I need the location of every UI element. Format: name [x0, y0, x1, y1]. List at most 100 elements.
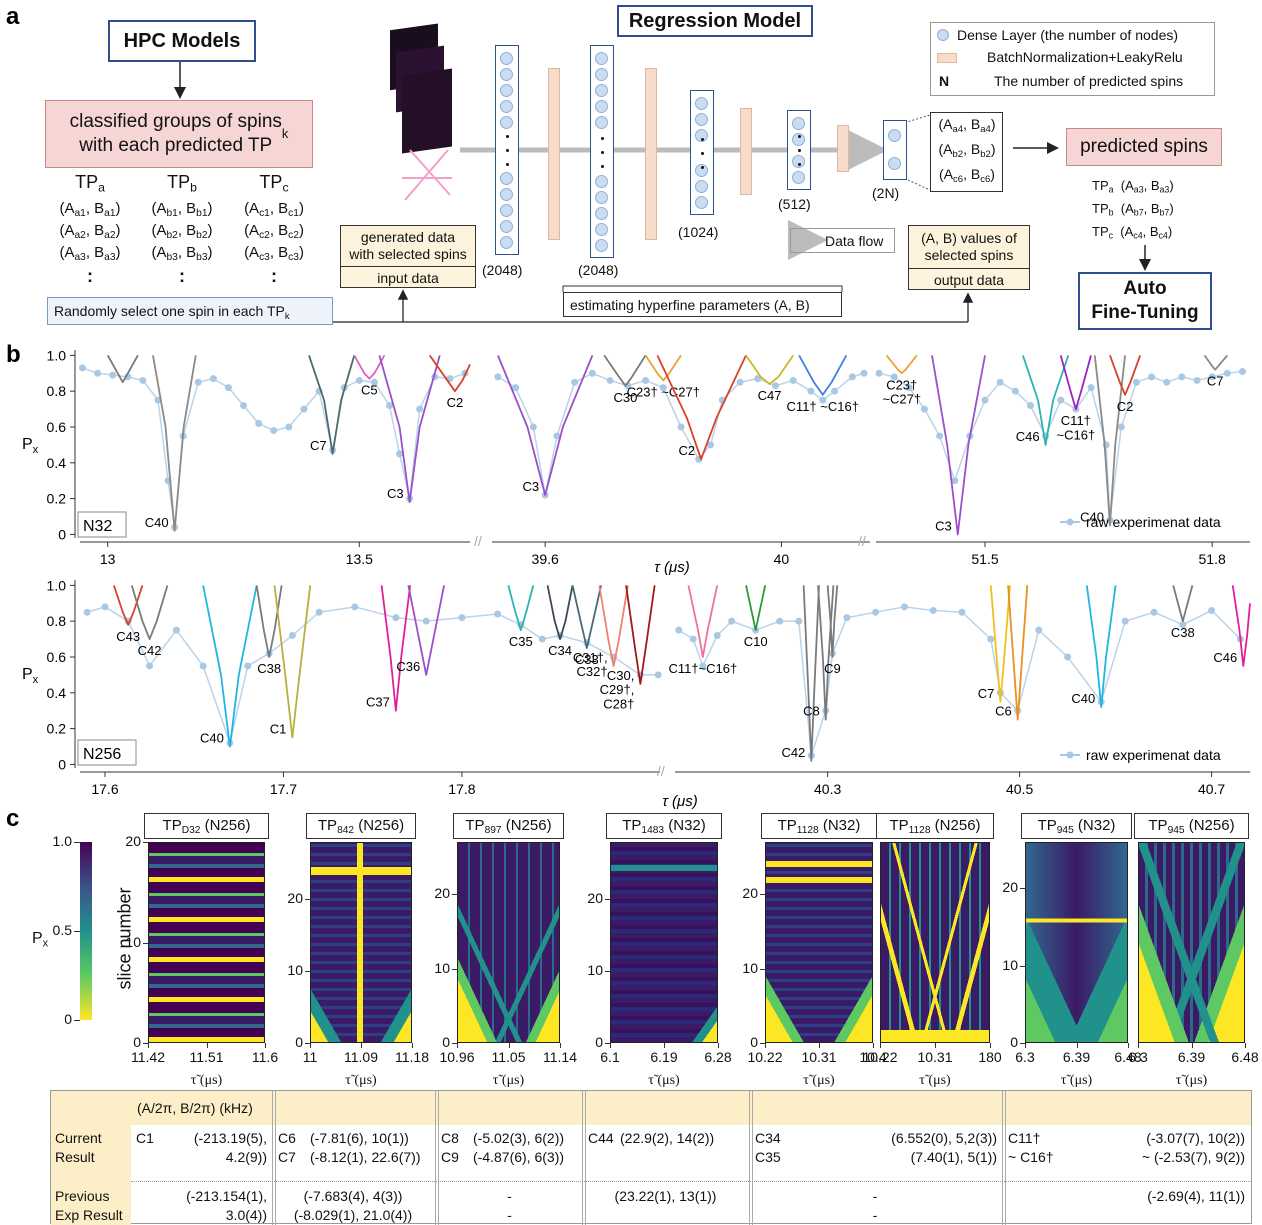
text-part: (A	[59, 222, 75, 239]
x-tick-label: 40.3	[814, 781, 841, 797]
raw-data-point	[920, 405, 928, 413]
network: (2048) (2048) (1024) (512) (2N)	[0, 0, 907, 278]
y-tick-label: 0	[295, 1034, 303, 1050]
dataset-label: N256	[83, 746, 121, 763]
text-part: b2	[952, 148, 964, 160]
raw-data-point	[416, 405, 424, 413]
heatmap	[880, 842, 990, 1043]
x-tick-label: 40.5	[1006, 781, 1033, 797]
y-tick	[452, 1043, 457, 1044]
raw-data-point	[929, 606, 937, 614]
raw-data-point	[1179, 621, 1187, 629]
raw-data-point	[1064, 653, 1072, 661]
node	[595, 84, 608, 97]
y-tick	[452, 894, 457, 896]
x-tick-label: 6.28	[704, 1049, 732, 1065]
text-part: )	[115, 200, 121, 217]
y-tick-label: 0.6	[47, 419, 67, 435]
ab-values: (A, B) values of selected spins	[909, 226, 1029, 269]
dip-label: C3	[387, 486, 404, 501]
y-tick-label: 20	[742, 885, 758, 902]
node	[500, 172, 513, 185]
x-tick-label: 13.5	[346, 551, 373, 567]
text-part: 945	[1167, 825, 1185, 837]
text-part: )	[1169, 201, 1174, 216]
batchnorm-layer	[740, 108, 752, 195]
text-part: b7	[1159, 207, 1170, 218]
node	[695, 97, 708, 110]
raw-data-point	[529, 423, 537, 431]
text-part: c1	[259, 208, 270, 220]
x-tick-label: 13	[100, 551, 116, 567]
legend-label: raw experimenat data	[1086, 514, 1221, 530]
random-select-box: Randomly select one spin in each TPk	[47, 297, 333, 325]
y-tick-label: 10	[434, 959, 450, 976]
x-tick-label: 11.09	[344, 1049, 378, 1065]
fit-curve	[1109, 355, 1142, 396]
group-header: TPc	[224, 172, 324, 194]
cell-value: (-7.683(4), 4(3)) (-8.029(1), 21.0(4))	[293, 1188, 413, 1223]
raw-data-point	[553, 432, 561, 440]
raw-data-point	[224, 384, 232, 392]
text-part: 945	[1056, 825, 1074, 837]
dip-label: C11†~C16†	[1057, 413, 1096, 442]
text-part: TP	[1092, 178, 1109, 193]
dip-label: C8	[803, 704, 820, 719]
raw-data-point	[1238, 367, 1246, 375]
text-part: )	[207, 244, 213, 261]
x-tick	[610, 1043, 611, 1048]
dense-layer	[883, 120, 907, 180]
node	[695, 113, 708, 126]
column-divider	[272, 1091, 276, 1225]
legend-circle	[937, 29, 949, 41]
heatmap-title: TPD32 (N256)	[144, 813, 269, 839]
node	[888, 129, 901, 142]
layer-size: (2048)	[578, 262, 619, 278]
text-part: x	[33, 444, 39, 456]
node	[695, 164, 708, 177]
fit-curve	[1007, 585, 1029, 721]
node	[595, 239, 608, 252]
colorbar	[80, 842, 92, 1020]
raw-data-point	[285, 423, 293, 431]
text-part: )	[1167, 224, 1173, 239]
dip-label: C7	[310, 438, 327, 453]
panel-label: b	[6, 341, 21, 368]
fit-curve	[1172, 585, 1194, 623]
dip-label: C46	[1213, 650, 1237, 665]
cell-value: (6.552(0), 5,2(3)) (7.40(1), 5(1))	[891, 1130, 997, 1165]
dip-label: C1	[270, 722, 287, 737]
text-part: 842	[337, 825, 355, 837]
raw-data-point	[875, 369, 883, 377]
x-tick-label: 11.51	[189, 1049, 224, 1065]
fit-curve	[644, 354, 682, 382]
fit-curve	[273, 585, 312, 739]
legend-text: The number of predicted spins	[994, 73, 1184, 89]
raw-data-point	[512, 384, 520, 392]
raw-data-point	[900, 603, 908, 611]
dot	[601, 164, 604, 168]
text-part: P	[22, 666, 33, 683]
x-tick	[206, 1043, 208, 1048]
raw-data-point	[101, 603, 109, 611]
classified-box: classified groups of spins with each pre…	[45, 100, 313, 168]
x-axis-label: τ̃ (μs)	[1060, 1073, 1093, 1088]
dip-label: C31†, C32†	[573, 650, 608, 679]
heatmap	[457, 842, 560, 1043]
raw-data-point	[244, 662, 252, 670]
dip-label: C30	[614, 390, 638, 405]
text-part: (A	[59, 200, 75, 217]
x-axis-label: τ (μs)	[654, 559, 690, 576]
text-part: classified groups of spins with each pre…	[69, 111, 282, 156]
raw-data-point	[288, 632, 296, 640]
y-tick-label: 0.8	[47, 613, 67, 629]
batchnorm-layer	[645, 68, 657, 240]
node	[500, 204, 513, 217]
x-tick-label: 11.18	[395, 1049, 429, 1065]
cell-value: (23.22(1), 13(1))	[614, 1188, 717, 1204]
dip-label: C37	[366, 695, 390, 710]
node	[792, 171, 805, 184]
dot	[506, 149, 509, 152]
x-tick-label: 10.22	[747, 1049, 783, 1065]
text-part: 897	[484, 825, 502, 837]
